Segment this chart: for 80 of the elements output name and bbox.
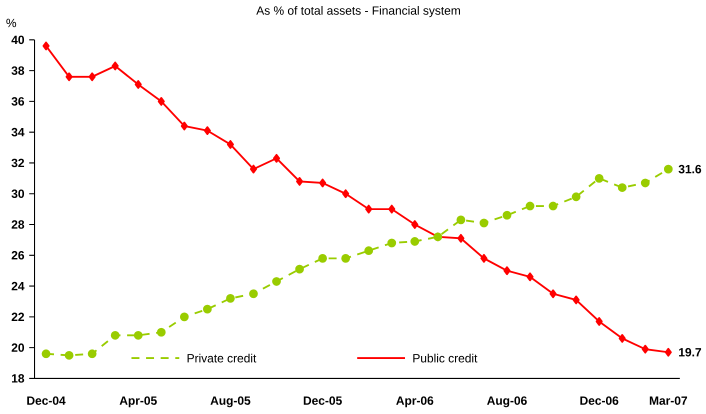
x-tick-label: Dec-06 xyxy=(580,396,618,405)
point xyxy=(640,178,650,188)
point xyxy=(134,330,143,340)
point xyxy=(526,202,534,210)
chart-title: As % of total assets - Financial system xyxy=(256,6,460,18)
point xyxy=(88,72,96,82)
point xyxy=(342,189,350,198)
point xyxy=(388,204,396,214)
point xyxy=(526,272,534,282)
y-tick-label: 28 xyxy=(12,220,24,229)
point xyxy=(365,204,372,214)
y-tick-label: 22 xyxy=(12,312,24,321)
x-tick-label: Apr-06 xyxy=(396,396,434,408)
y-tick-label: 34 xyxy=(12,128,24,136)
point xyxy=(204,126,211,135)
legend-label: Public credit xyxy=(413,354,478,362)
point xyxy=(548,202,558,210)
point xyxy=(411,220,418,229)
point xyxy=(66,72,73,82)
y-tick-label: 26 xyxy=(12,250,24,260)
y-tick-label: 20 xyxy=(12,343,24,352)
y-tick-label: 30 xyxy=(12,189,24,198)
point xyxy=(158,96,165,106)
point xyxy=(250,164,257,174)
point xyxy=(318,254,327,263)
point xyxy=(618,334,626,343)
point xyxy=(295,264,304,274)
point xyxy=(112,61,119,70)
point xyxy=(550,289,557,298)
x-tick-label: Dec-04 xyxy=(27,396,66,405)
point xyxy=(88,349,97,358)
point xyxy=(64,350,74,360)
point xyxy=(249,289,258,298)
point xyxy=(110,330,120,340)
data-label: 31.6 xyxy=(678,164,702,174)
x-tick-label: Apr-05 xyxy=(120,396,157,408)
y-tick-label: 36 xyxy=(12,97,24,106)
y-tick-label: 18 xyxy=(12,374,24,383)
point xyxy=(226,294,235,303)
point xyxy=(319,178,326,188)
point xyxy=(203,304,212,314)
y-tick-label: 32 xyxy=(12,158,24,168)
point xyxy=(618,183,627,192)
point xyxy=(134,80,142,89)
point xyxy=(480,218,488,228)
x-tick-label: Mar-07 xyxy=(650,396,688,405)
point xyxy=(456,215,466,224)
point xyxy=(664,164,673,174)
point xyxy=(596,316,603,326)
point xyxy=(296,176,304,186)
y-axis-title: % xyxy=(6,18,16,28)
point xyxy=(664,348,672,357)
point xyxy=(364,246,374,255)
point xyxy=(341,254,350,263)
x-tick-label: Aug-05 xyxy=(210,396,250,408)
point xyxy=(594,174,604,183)
point xyxy=(572,295,580,304)
data-label: 19.7 xyxy=(679,348,702,356)
point xyxy=(642,344,649,354)
point xyxy=(502,210,512,220)
point xyxy=(480,254,488,263)
point xyxy=(572,192,581,202)
x-tick-label: Dec-05 xyxy=(304,396,342,405)
legend-label: Private credit xyxy=(188,354,256,362)
y-tick-label: 24 xyxy=(12,282,24,290)
x-tick-label: Aug-06 xyxy=(487,396,527,408)
y-tick-label: 38 xyxy=(12,66,24,75)
point xyxy=(42,41,50,50)
point xyxy=(42,349,50,358)
point xyxy=(156,328,166,336)
point xyxy=(226,140,234,149)
point xyxy=(273,154,280,163)
point xyxy=(180,312,189,322)
point xyxy=(410,236,420,246)
y-tick-label: 40 xyxy=(11,35,24,44)
point xyxy=(503,266,511,275)
point xyxy=(272,276,281,286)
point xyxy=(387,238,396,248)
point xyxy=(457,234,464,243)
point xyxy=(180,122,188,130)
